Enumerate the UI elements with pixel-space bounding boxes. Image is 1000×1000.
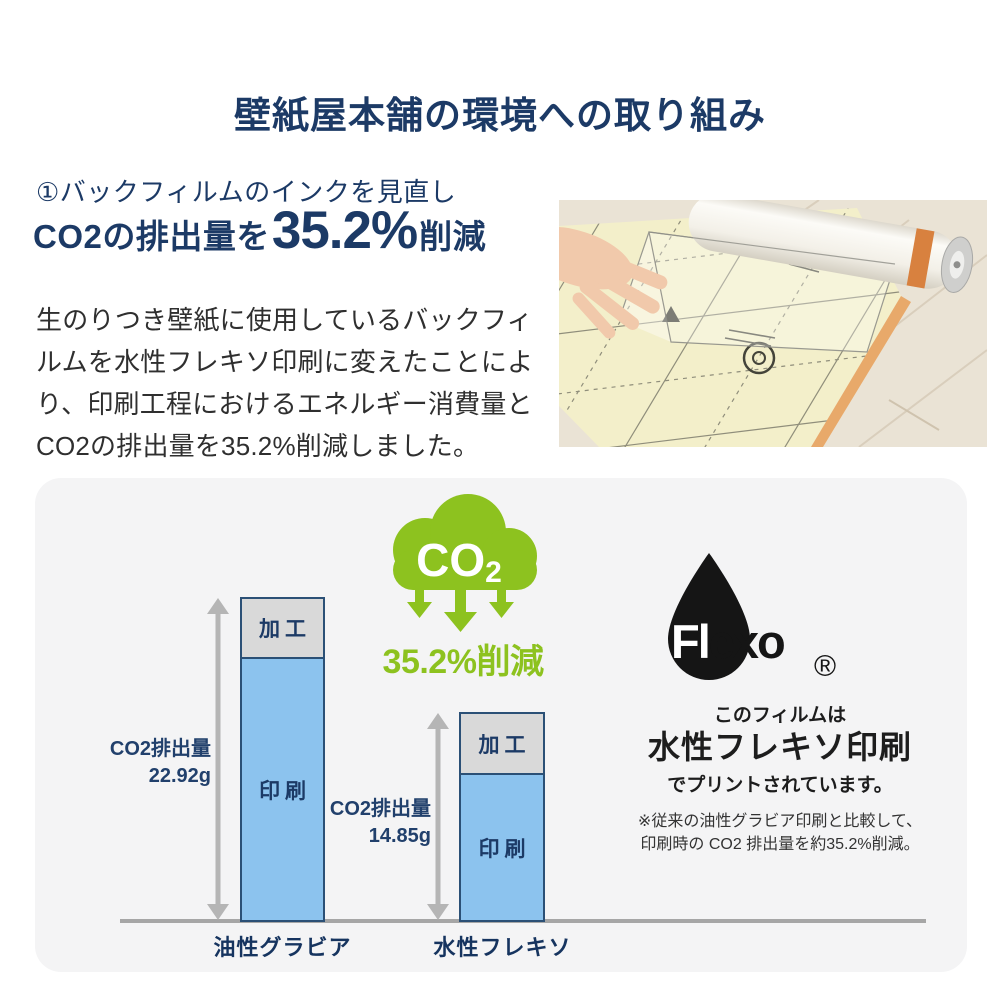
- co2-label: CO: [416, 534, 485, 586]
- headline-prefix: CO2の排出量を: [33, 218, 270, 255]
- stamp-mark: [742, 341, 776, 375]
- flexo-logo-exo: exo: [708, 615, 786, 668]
- bar-segment-printing: 印刷: [461, 775, 543, 920]
- registered-mark: ®: [814, 650, 837, 683]
- total-label-value: 14.85g: [368, 825, 431, 847]
- comparison-note-line2: 印刷時の CO2 排出量を約35.2%削減。: [640, 836, 920, 853]
- film-caption-line2: 水性フレキソ印刷: [647, 729, 912, 765]
- headline-suffix: 削減: [419, 218, 487, 255]
- section-body: 生のりつき壁紙に使用しているバックフィルムを水性フレキソ印刷に変えたことにより、…: [36, 305, 534, 461]
- total-arrow-gravure: [207, 598, 229, 920]
- wallpaper-roll: [688, 200, 974, 293]
- flexo-logo-text: Flexo: [671, 614, 786, 669]
- co2-cloud-icon: CO2: [373, 492, 553, 640]
- page-title: 壁紙屋本舗の環境への取り組み: [234, 94, 766, 136]
- product-photo: [559, 200, 987, 447]
- category-label-gravure: 油性グラビア: [213, 935, 352, 960]
- headline-value: 35.2%: [271, 201, 418, 260]
- segment-label: 印刷: [478, 837, 531, 861]
- bar-gravure: 加工 印刷: [240, 597, 325, 922]
- svg-text:CO2: CO2: [416, 534, 502, 589]
- comparison-note: ※従来の油性グラビア印刷と比較して、 印刷時の CO2 排出量を約35.2%削減…: [560, 810, 1000, 856]
- bar-flexo: 加工 印刷: [459, 712, 545, 922]
- total-label-text: CO2排出量: [109, 738, 211, 760]
- arrow-down-icon: [427, 904, 449, 920]
- segment-label: 加工: [478, 733, 531, 757]
- arrow-down-icon: [207, 904, 229, 920]
- co2-reduction-headline: CO2の排出量を 35.2% 削減: [33, 200, 573, 266]
- total-label-value: 22.92g: [148, 765, 211, 787]
- co2-reduction-label: 35.2%削減: [382, 643, 544, 681]
- photo-illustration: [559, 200, 987, 447]
- flexo-logo-fl: Fl: [671, 615, 711, 668]
- film-caption-line3: でプリントされています。: [667, 775, 893, 796]
- segment-label: 加工: [259, 618, 311, 641]
- roll-orange-band: [906, 228, 935, 289]
- arrow-up-icon: [207, 598, 229, 614]
- arrow-up-icon: [427, 713, 449, 729]
- total-label-text: CO2排出量: [329, 798, 431, 820]
- co2-label-sub: 2: [485, 556, 502, 589]
- total-label-flexo: CO2排出量 14.85g: [275, 796, 431, 850]
- total-arrow-flexo: [427, 713, 449, 920]
- sheet-orange-edge: [811, 296, 911, 447]
- bar-segment-processing: 加工: [242, 599, 323, 659]
- segment-label: 印刷: [259, 779, 311, 803]
- bar-segment-processing: 加工: [461, 714, 543, 775]
- flexo-drop-icon: [660, 551, 758, 685]
- category-label-flexo: 水性フレキソ: [433, 935, 572, 960]
- comparison-note-line1: ※従来の油性グラビア印刷と比較して、: [637, 813, 923, 830]
- comparison-panel: CO2排出量 22.92g 加工 印刷 CO2排出量 14.85g 加工 印刷 …: [35, 478, 967, 972]
- section-heading: ①バックフィルムのインクを見直し: [36, 176, 457, 207]
- film-caption-line1: このフィルムは: [713, 705, 847, 726]
- bar-segment-printing: 印刷: [242, 659, 323, 920]
- hand: [559, 226, 668, 339]
- total-label-gravure: CO2排出量 22.92g: [55, 736, 211, 790]
